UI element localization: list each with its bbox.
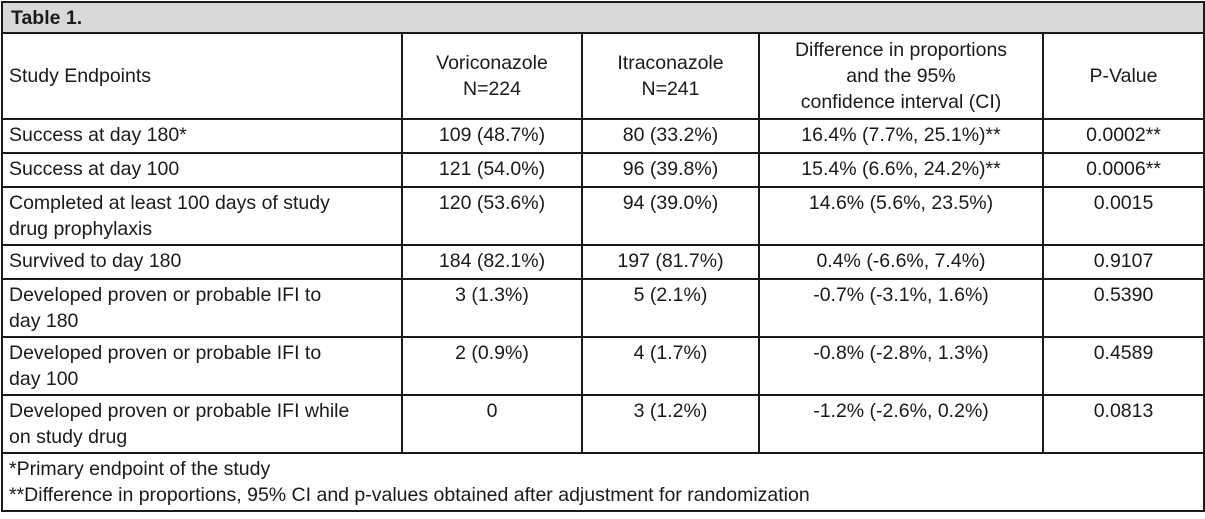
endpoint-cell: Completed at least 100 days of study dru… bbox=[1, 186, 403, 246]
footnote-primary: *Primary endpoint of the study bbox=[9, 458, 271, 480]
voriconazole-cell: 120 (53.6%) bbox=[401, 186, 583, 246]
itraconazole-cell: 197 (81.7%) bbox=[581, 244, 760, 280]
difference-cell: -0.8% (-2.8%, 1.3%) bbox=[758, 336, 1044, 396]
header-endpoint: Study Endpoints bbox=[1, 32, 403, 120]
header-pvalue: P-Value bbox=[1041, 32, 1205, 120]
difference-cell: -1.2% (-2.6%, 0.2%) bbox=[758, 394, 1044, 454]
pvalue-cell: 0.0015 bbox=[1041, 186, 1205, 246]
difference-cell: -0.7% (-3.1%, 1.6%) bbox=[758, 278, 1044, 338]
header-difference: Difference in proportions and the 95% co… bbox=[758, 32, 1044, 120]
itraconazole-cell: 96 (39.8%) bbox=[581, 152, 760, 188]
itraconazole-cell: 94 (39.0%) bbox=[581, 186, 760, 246]
itraconazole-cell: 80 (33.2%) bbox=[581, 118, 760, 154]
difference-cell: 14.6% (5.6%, 23.5%) bbox=[758, 186, 1044, 246]
header-itraconazole: Itraconazole N=241 bbox=[581, 32, 760, 120]
table-row: Developed proven or probable IFI to day … bbox=[1, 336, 1205, 396]
pvalue-cell: 0.0002** bbox=[1041, 118, 1205, 154]
table-row: Success at day 100 121 (54.0%) 96 (39.8%… bbox=[1, 152, 1205, 188]
itraconazole-cell: 3 (1.2%) bbox=[581, 394, 760, 454]
itraconazole-cell: 4 (1.7%) bbox=[581, 336, 760, 396]
voriconazole-cell: 2 (0.9%) bbox=[401, 336, 583, 396]
voriconazole-cell: 184 (82.1%) bbox=[401, 244, 583, 280]
table-row: Developed proven or probable IFI to day … bbox=[1, 278, 1205, 338]
header-row: Study Endpoints Voriconazole N=224 Itrac… bbox=[1, 32, 1205, 120]
voriconazole-cell: 109 (48.7%) bbox=[401, 118, 583, 154]
table-row: Developed proven or probable IFI while o… bbox=[1, 394, 1205, 454]
endpoint-cell: Developed proven or probable IFI to day … bbox=[1, 336, 403, 396]
voriconazole-cell: 3 (1.3%) bbox=[401, 278, 583, 338]
header-voriconazole: Voriconazole N=224 bbox=[401, 32, 583, 120]
difference-cell: 16.4% (7.7%, 25.1%)** bbox=[758, 118, 1044, 154]
voriconazole-cell: 0 bbox=[401, 394, 583, 454]
difference-cell: 0.4% (-6.6%, 7.4%) bbox=[758, 244, 1044, 280]
difference-cell: 15.4% (6.6%, 24.2%)** bbox=[758, 152, 1044, 188]
table-row: Completed at least 100 days of study dru… bbox=[1, 186, 1205, 246]
pvalue-cell: 0.0006** bbox=[1041, 152, 1205, 188]
table-row: Survived to day 180 184 (82.1%) 197 (81.… bbox=[1, 244, 1205, 280]
endpoint-cell: Developed proven or probable IFI while o… bbox=[1, 394, 403, 454]
pvalue-cell: 0.5390 bbox=[1041, 278, 1205, 338]
table-title: Table 1. bbox=[0, 1, 1205, 34]
footnote-adjustment: **Difference in proportions, 95% CI and … bbox=[9, 484, 810, 506]
footnote-row: *Primary endpoint of the study **Differe… bbox=[0, 452, 1205, 512]
itraconazole-cell: 5 (2.1%) bbox=[581, 278, 760, 338]
table-row: Success at day 180* 109 (48.7%) 80 (33.2… bbox=[1, 118, 1205, 154]
endpoint-cell: Success at day 100 bbox=[1, 152, 403, 188]
pvalue-cell: 0.9107 bbox=[1041, 244, 1205, 280]
pvalue-cell: 0.4589 bbox=[1041, 336, 1205, 396]
voriconazole-cell: 121 (54.0%) bbox=[401, 152, 583, 188]
endpoint-cell: Survived to day 180 bbox=[1, 244, 403, 280]
endpoint-cell: Developed proven or probable IFI to day … bbox=[1, 278, 403, 338]
footnotes: *Primary endpoint of the study **Differe… bbox=[0, 452, 1205, 512]
pvalue-cell: 0.0813 bbox=[1041, 394, 1205, 454]
endpoint-cell: Success at day 180* bbox=[1, 118, 403, 154]
